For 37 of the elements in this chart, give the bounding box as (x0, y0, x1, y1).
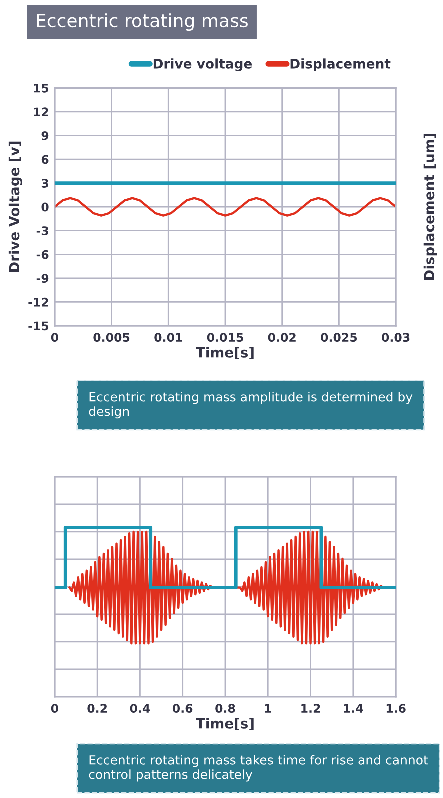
x-tick-label: 1.2 (302, 704, 320, 713)
y-tick-label: -12 (28, 298, 48, 307)
x-tick-label: 0.6 (172, 704, 193, 714)
x-tick-label: 0.025 (321, 333, 358, 342)
x-tick-label: 0 (51, 704, 58, 714)
x-tick-label: 0.2 (88, 704, 107, 714)
x-tick-label: 1.4 (344, 704, 364, 713)
y-tick-label: 12 (34, 108, 48, 116)
y-tick-label: 0 (42, 202, 49, 212)
x-tick-label: 0.8 (216, 704, 236, 714)
y-tick-label: -6 (36, 250, 49, 260)
x-tick-label: 1 (265, 704, 272, 713)
y-tick-label: 15 (34, 84, 49, 93)
y-tick-label: -9 (36, 274, 49, 284)
y-tick-label: 9 (42, 131, 49, 140)
x-tick-label: 0.01 (154, 333, 182, 342)
legend-label: Drive voltage (154, 58, 252, 72)
x-axis-title: Time[s] (196, 718, 254, 731)
x-tick-label: 0 (51, 333, 58, 342)
legend-label: Displacement (290, 58, 391, 72)
x-tick-label: 0.02 (268, 333, 296, 342)
x-tick-label: 0.015 (207, 333, 244, 342)
text: Eccentric rotating mass amplitude is determined by design (89, 392, 413, 419)
text: Eccentric rotating mass takes time for rise and cannot control patterns delicately (89, 755, 428, 782)
chart-title: Eccentric rotating mass (37, 14, 248, 32)
x-axis-title: Time[s] (196, 347, 254, 360)
y2-axis-title: Displacement [um] (424, 134, 438, 280)
y-tick-label: -15 (28, 322, 49, 331)
y-tick-label: 6 (42, 155, 49, 164)
y-tick-label: -3 (36, 226, 48, 236)
y-tick-label: 3 (42, 179, 48, 188)
x-tick-label: 0.4 (130, 704, 150, 714)
line-series (54, 197, 396, 217)
x-tick-label: 0.03 (382, 333, 410, 342)
x-tick-label: 0.005 (94, 333, 130, 342)
x-tick-label: 1.6 (386, 704, 406, 714)
y-axis-title: Drive Voltage [v] (8, 142, 22, 272)
